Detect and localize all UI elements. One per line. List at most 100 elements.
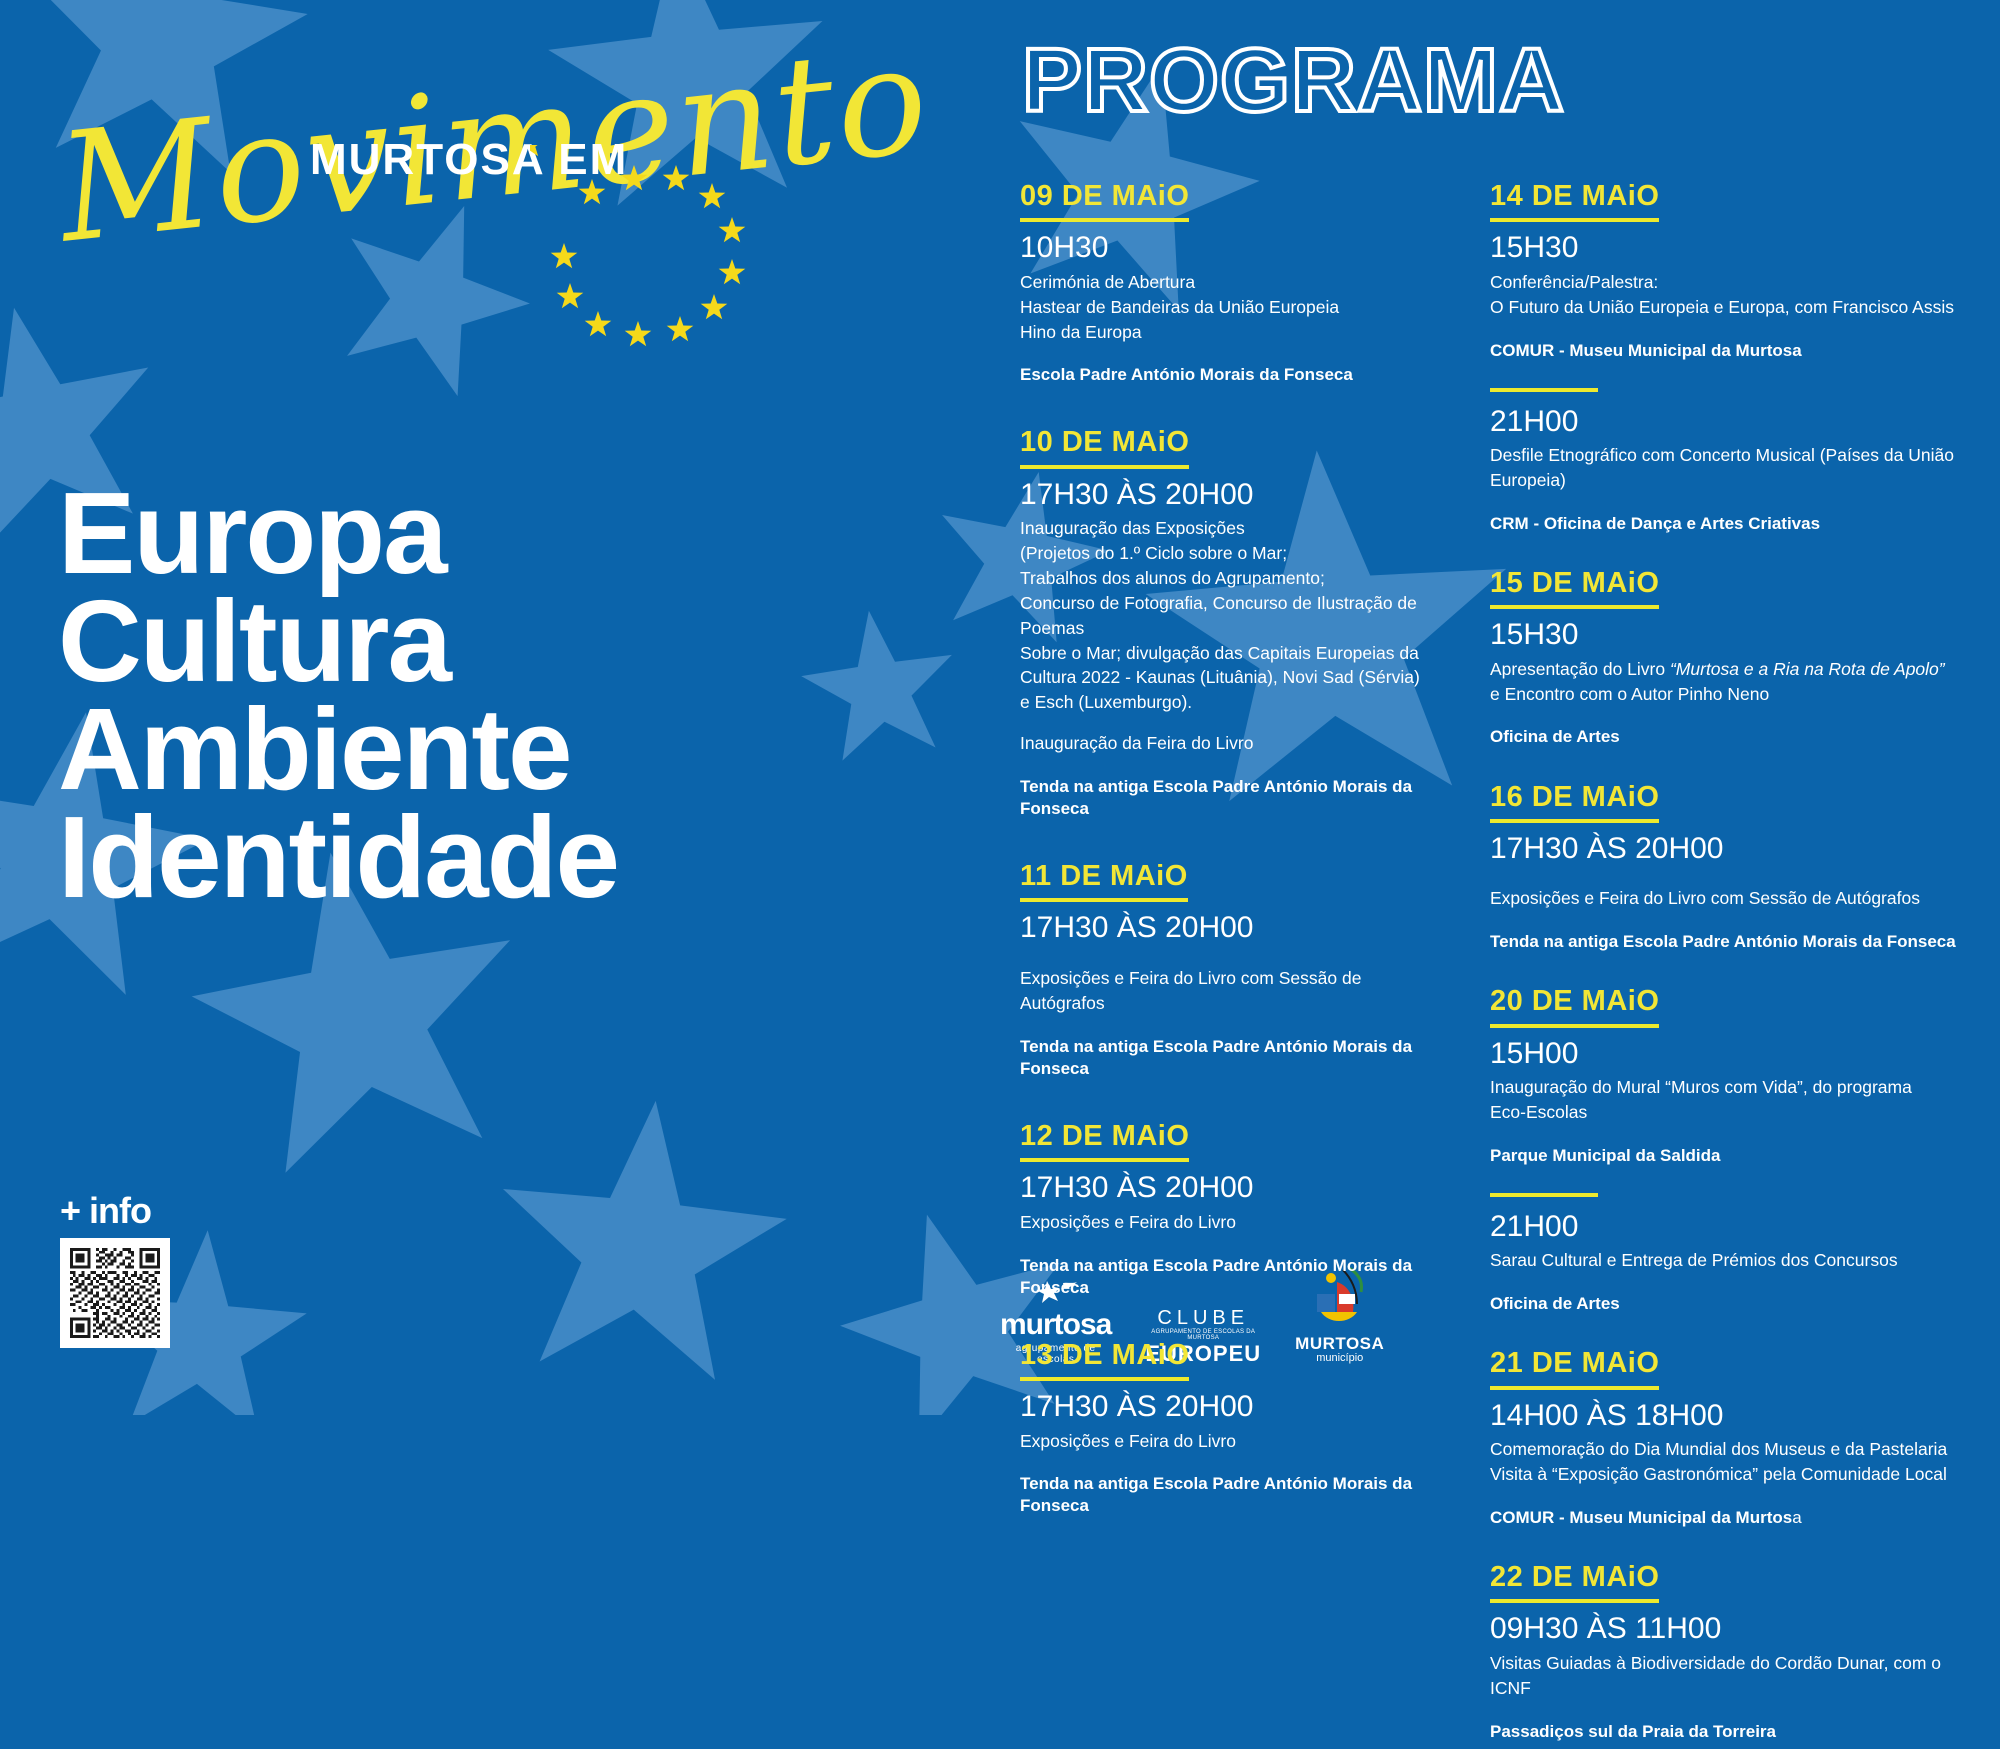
event-venue: Tenda na antiga Escola Padre António Mor… xyxy=(1020,1036,1413,1078)
event-venue: Parque Municipal da Saldida xyxy=(1490,1145,1721,1165)
event-date: 11 DE MAiO xyxy=(1020,860,1188,903)
event-desc-line: Hino da Europa xyxy=(1020,321,1142,342)
event-desc-line: Visitas Guiadas à Biodiversidade do Cord… xyxy=(1490,1652,1942,1698)
left-panel: Movimento MURTOSA EM xyxy=(0,0,1000,1415)
event-desc-line: (Projetos do 1.º Ciclo sobre o Mar; xyxy=(1020,543,1288,564)
event-desc-line: Eco-Escolas xyxy=(1490,1102,1588,1122)
program-column-right: 14 DE MAiO 15H30 Conferência/Palestra: O… xyxy=(1490,180,1960,1749)
event-desc-line: e Encontro com o Autor Pinho Neno xyxy=(1490,683,1770,704)
logo-clube-word: CLUBE xyxy=(1157,1306,1250,1329)
event-desc-line: O Futuro da União Europeia e Europa, com… xyxy=(1490,296,1954,317)
event-time: 17H30 ÀS 20H00 xyxy=(1490,831,1724,865)
event-time: 17H30 ÀS 20H00 xyxy=(1020,477,1254,511)
event-venue: Tenda na antiga Escola Padre António Mor… xyxy=(1020,1474,1413,1516)
event-desc-line: Inauguração da Feira do Livro xyxy=(1020,733,1254,754)
headline-line-ambiente: Ambiente xyxy=(58,683,573,814)
event-venue: COMUR - Museu Municipal da Murtosa xyxy=(1490,340,1802,360)
event-desc-line: Exposições e Feira do Livro com Sessão d… xyxy=(1020,967,1362,1013)
event-desc-line: Inauguração do Mural “Muros com Vida”, d… xyxy=(1490,1077,1912,1098)
more-info-label: + info xyxy=(60,1190,152,1231)
qr-code[interactable] xyxy=(60,1238,170,1348)
event-sub-time: 21H00 xyxy=(1490,1209,1579,1243)
event-desc-line: Cerimónia de Abertura xyxy=(1020,271,1196,292)
event-time: 15H00 xyxy=(1490,1036,1579,1070)
logo-municipio-word: MURTOSA xyxy=(1295,1333,1385,1353)
event-sub-time: 21H00 xyxy=(1490,404,1579,438)
event-desc-line: Sarau Cultural e Entrega de Prémios dos … xyxy=(1490,1250,1898,1271)
event-date: 14 DE MAiO xyxy=(1490,180,1660,223)
logo-municipio-murtosa: MURTOSA município xyxy=(1295,1264,1384,1365)
event-venue: Oficina de Artes xyxy=(1490,727,1620,747)
event-block-21-maio: 21 DE MAiO 14H00 ÀS 18H00 Comemoração do… xyxy=(1490,1347,1960,1529)
event-sub-venue: Oficina de Artes xyxy=(1490,1294,1620,1314)
event-block-12-maio: 12 DE MAiO 17H30 ÀS 20H00 Exposições e F… xyxy=(1020,1120,1440,1299)
event-desc-line: Sobre o Mar; divulgação das Capitais Eur… xyxy=(1020,642,1419,663)
event-venue: Tenda na antiga Escola Padre António Mor… xyxy=(1020,776,1413,818)
event-desc-line: Inauguração das Exposições xyxy=(1020,518,1245,539)
event-desc-line: Exposições e Feira do Livro com Sessão d… xyxy=(1490,888,1920,909)
event-divider xyxy=(1490,1192,1598,1197)
event-desc-line: Exposições e Feira do Livro xyxy=(1020,1430,1236,1451)
more-info-block: + info xyxy=(60,1190,260,1348)
moliceiro-boat-icon xyxy=(1316,1266,1363,1321)
event-desc-line: Conferência/Palestra: xyxy=(1490,271,1659,292)
event-venue: COMUR - Museu Municipal da Murtosa xyxy=(1490,1507,1960,1529)
page-title: Europa Cultura Ambiente Identidade xyxy=(58,468,958,922)
event-time: 17H30 ÀS 20H00 xyxy=(1020,1390,1254,1424)
event-venue-bold: COMUR - Museu Municipal da Murtos xyxy=(1490,1507,1793,1527)
brand-lockup: Movimento MURTOSA EM xyxy=(51,12,937,355)
event-desc-line: e Esch (Luxemburgo). xyxy=(1020,692,1193,713)
event-desc-line: Cultura 2022 - Kaunas (Lituânia), Novi S… xyxy=(1020,667,1420,688)
event-date: 09 DE MAiO xyxy=(1020,180,1190,223)
event-venue: Escola Padre António Morais da Fonseca xyxy=(1020,365,1353,385)
event-date: 21 DE MAiO xyxy=(1490,1347,1660,1390)
event-divider xyxy=(1490,387,1598,392)
headline-line-europa: Europa xyxy=(58,468,448,598)
event-block-13-maio: 13 DE MAiO 17H30 ÀS 20H00 Exposições e F… xyxy=(1020,1339,1440,1518)
logo-europeu-word: EUROPEU xyxy=(1145,1340,1262,1366)
program-column-left: 09 DE MAiO 10H30 Cerimónia de Abertura H… xyxy=(1020,180,1440,1524)
event-desc-line: Desfile Etnográfico com Concerto Musical… xyxy=(1490,445,1954,490)
event-date: 20 DE MAiO xyxy=(1490,985,1660,1028)
event-time: 15H30 xyxy=(1490,231,1579,265)
event-desc-line: Hastear de Bandeiras da União Europeia xyxy=(1020,296,1340,317)
event-desc-line: Exposições e Feira do Livro xyxy=(1020,1211,1236,1232)
event-block-15-maio: 15 DE MAiO 15H30 Apresentação do Livro “… xyxy=(1490,567,1960,749)
event-time: 10H30 xyxy=(1020,231,1109,265)
event-date: 15 DE MAiO xyxy=(1490,567,1660,610)
logo-clube-subword: AGRUPAMENTO DE ESCOLAS DA MURTOSA xyxy=(1151,1328,1256,1342)
event-book-title: “Murtosa e a Ria na Rota de Apolo” xyxy=(1669,658,1945,679)
logo-municipio-sub: município xyxy=(1316,1351,1364,1364)
event-block-09-maio: 09 DE MAiO 10H30 Cerimónia de Abertura H… xyxy=(1020,180,1440,386)
event-block-20-maio: 20 DE MAiO 15H00 Inauguração do Mural “M… xyxy=(1490,985,1960,1315)
event-desc-line: Apresentação do Livro “Murtosa e a Ria n… xyxy=(1490,657,1960,682)
event-date: 13 DE MAiO xyxy=(1020,1339,1190,1382)
event-time: 09H30 ÀS 11H00 xyxy=(1490,1612,1722,1646)
event-desc-line: Trabalhos dos alunos do Agrupamento; xyxy=(1020,568,1325,588)
event-block-22-maio: 22 DE MAiO 09H30 ÀS 11H00 Visitas Guiada… xyxy=(1490,1561,1960,1743)
event-block-11-maio: 11 DE MAiO 17H30 ÀS 20H00 Exposições e F… xyxy=(1020,860,1440,1080)
event-time: 14H00 ÀS 18H00 xyxy=(1490,1398,1724,1432)
event-venue: Tenda na antiga Escola Padre António Mor… xyxy=(1490,932,1956,952)
event-desc-line: Concurso de Fotografia, Concurso de Ilus… xyxy=(1020,592,1417,638)
logo-clube-europeu: CLUBE AGRUPAMENTO DE ESCOLAS DA MURTOSA … xyxy=(1145,1306,1262,1366)
event-desc-prefix: Apresentação do Livro xyxy=(1490,658,1670,679)
event-time: 15H30 xyxy=(1490,618,1579,652)
event-venue-suffix: a xyxy=(1792,1507,1802,1527)
event-date: 16 DE MAiO xyxy=(1490,781,1660,823)
event-venue: Tenda na antiga Escola Padre António Mor… xyxy=(1020,1255,1413,1297)
event-date: 10 DE MAiO xyxy=(1020,426,1190,469)
event-sub-venue: CRM - Oficina de Dança e Artes Criativas xyxy=(1490,513,1821,533)
event-desc-line: Comemoração do Dia Mundial dos Museus e … xyxy=(1490,1439,1948,1460)
event-block-10-maio: 10 DE MAiO 17H30 ÀS 20H00 Inauguração da… xyxy=(1020,426,1440,820)
event-venue: Passadiços sul da Praia da Torreira xyxy=(1490,1721,1776,1741)
headline-line-identidade: Identidade xyxy=(58,791,620,922)
event-desc-line: Visita à “Exposição Gastronómica” pela C… xyxy=(1490,1464,1947,1485)
program-title: PROGRAMA xyxy=(1020,29,1566,133)
event-block-14-maio: 14 DE MAiO 15H30 Conferência/Palestra: O… xyxy=(1490,180,1960,535)
headline-line-cultura: Cultura xyxy=(58,575,452,706)
event-time: 17H30 ÀS 20H00 xyxy=(1020,1171,1254,1205)
eu-stars-circle-icon xyxy=(530,145,746,347)
event-block-16-maio: 16 DE MAiO 17H30 ÀS 20H00 Exposições e F… xyxy=(1490,781,1960,954)
event-time: 17H30 ÀS 20H00 xyxy=(1020,911,1254,945)
